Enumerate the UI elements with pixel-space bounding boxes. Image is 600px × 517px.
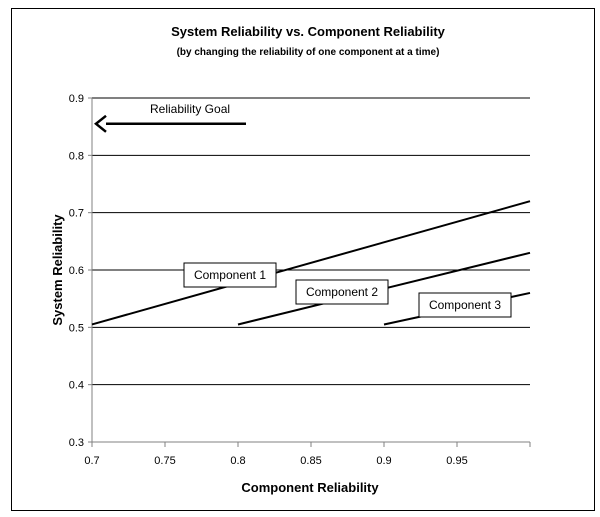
reliability-goal-label: Reliability Goal (150, 102, 230, 116)
y-tick-label: 0.7 (69, 208, 84, 220)
label-box (183, 262, 277, 288)
series-line-component-1 (91, 200, 531, 326)
chart-frame (11, 8, 595, 511)
x-tick-label: 0.95 (446, 455, 467, 467)
series-label: Component 2 (306, 285, 378, 299)
tick-labels: 0.3 0.4 0.5 0.6 0.7 0.8 0.9 0.7 0.75 0.8 0.85 0.9 0.… (69, 93, 468, 467)
series-label: Component 3 (429, 298, 501, 312)
y-tick-label: 0.4 (69, 380, 84, 392)
chart-subtitle: (by changing the reliability of one comp… (177, 47, 440, 58)
label-box (418, 292, 512, 318)
chart-title: System Reliability vs. Component Reliabi… (171, 24, 446, 39)
y-tick-label: 0.5 (69, 322, 84, 334)
series-label: Component 1 (194, 268, 266, 282)
y-tick-label: 0.6 (69, 265, 84, 277)
reliability-goal-annotation: Reliability Goal (93, 102, 246, 133)
axes (88, 97, 531, 447)
gridlines (92, 97, 530, 386)
y-tick-label: 0.3 (69, 437, 84, 449)
label-box (295, 279, 389, 305)
x-tick-label: 0.7 (84, 455, 99, 467)
y-tick-label: 0.9 (69, 93, 84, 105)
x-tick-label: 0.8 (230, 455, 245, 467)
x-tick-label: 0.85 (300, 455, 321, 467)
x-tick-label: 0.9 (376, 455, 391, 467)
y-tick-label: 0.8 (69, 150, 84, 162)
series-label-box-component-3: Component 3 (418, 292, 512, 318)
series-labels: Component 1 Component 2 Component 3 (183, 262, 512, 318)
goal-arrow-head (93, 114, 107, 133)
series-label-box-component-1: Component 1 (183, 262, 277, 288)
y-axis-label: System Reliability (50, 214, 65, 326)
x-axis-label: Component Reliability (241, 480, 379, 495)
x-tick-label: 0.75 (154, 455, 175, 467)
series-label-box-component-2: Component 2 (295, 279, 389, 305)
